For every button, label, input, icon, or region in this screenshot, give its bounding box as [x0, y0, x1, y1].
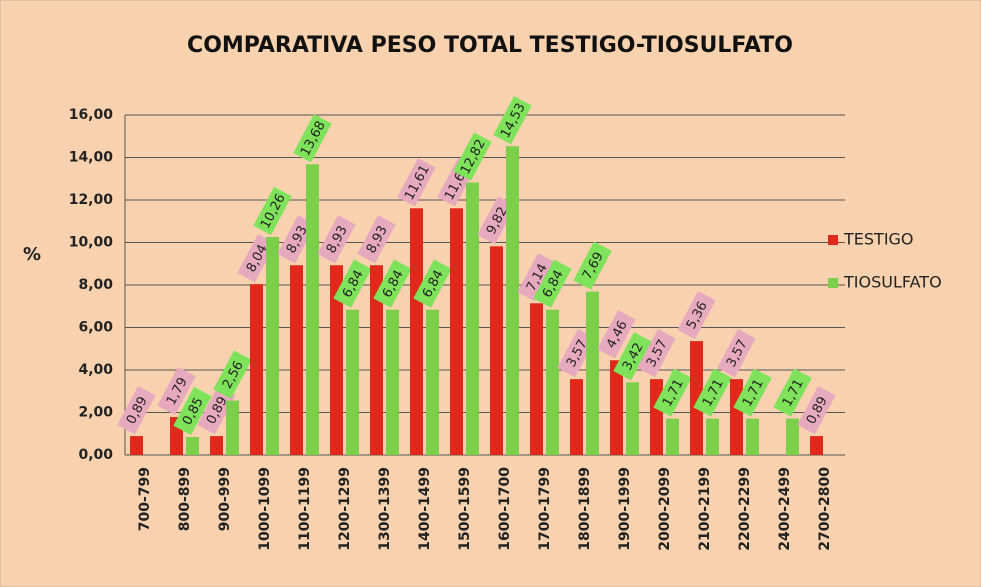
bar	[266, 236, 279, 455]
x-tick-label: 2200-2299	[737, 467, 753, 551]
data-label-bg	[357, 215, 396, 264]
bar	[810, 436, 823, 455]
data-label-bg	[317, 215, 356, 264]
data-label-bg	[397, 158, 436, 207]
data-label-bg	[517, 253, 556, 302]
x-tick-label: 800-899	[177, 467, 193, 531]
bar	[706, 418, 719, 455]
x-tick-label: 1700-1799	[537, 467, 553, 551]
bar	[730, 379, 743, 455]
y-axis-label: %	[23, 244, 41, 265]
bar	[386, 309, 399, 455]
data-label-group: 1,71	[773, 368, 812, 417]
bar	[186, 436, 199, 455]
bar	[570, 379, 583, 455]
data-label-bg	[797, 385, 836, 435]
x-tick-label: 2000-2099	[657, 467, 673, 551]
data-label-bg	[157, 366, 196, 416]
x-tick-label: 1000-1099	[257, 467, 273, 551]
x-tick-label: 1400-1499	[417, 467, 433, 551]
y-tick-label: 8,00	[78, 277, 113, 293]
data-label-bg	[333, 259, 372, 308]
x-tick-label: 700-799	[137, 467, 153, 531]
bar	[690, 341, 703, 455]
data-label-bg	[533, 259, 572, 308]
x-tick-label: 2100-2199	[697, 467, 713, 551]
x-tick-label: 1200-1299	[337, 467, 353, 551]
y-tick-label: 4,00	[78, 362, 113, 378]
bar	[130, 436, 143, 455]
bar	[586, 291, 599, 455]
bar	[306, 164, 319, 456]
data-label-bg	[293, 114, 332, 163]
bar	[746, 418, 759, 455]
data-label-bg	[597, 310, 636, 359]
x-tick-label: 1500-1599	[457, 467, 473, 551]
legend-label: TIOSULFATO	[843, 273, 942, 292]
chart-title: COMPARATIVA PESO TOTAL TESTIGO-TIOSULFAT…	[187, 33, 793, 58]
legend-swatch	[828, 278, 838, 288]
data-label-bg	[653, 368, 692, 417]
bar	[426, 309, 439, 455]
x-tick-label: 2700-2800	[817, 467, 833, 551]
y-tick-label: 10,00	[69, 235, 114, 251]
x-tick-label: 900-999	[217, 467, 233, 531]
data-label-bg	[453, 132, 492, 181]
bar	[410, 208, 423, 455]
bar	[370, 265, 383, 455]
x-tick-label: 1600-1700	[497, 467, 513, 551]
bar	[346, 309, 359, 455]
data-label-bg	[197, 385, 236, 435]
y-tick-label: 14,00	[69, 150, 114, 166]
legend-swatch	[828, 235, 838, 245]
y-tick-label: 16,00	[69, 107, 114, 123]
data-label-group: 1,79	[157, 366, 196, 416]
data-label-bg	[717, 329, 756, 378]
y-tick-label: 0,00	[78, 447, 113, 463]
data-label-bg	[733, 368, 772, 417]
x-tick-label: 2400-2499	[777, 467, 793, 551]
data-label-bg	[613, 332, 652, 381]
bar	[786, 418, 799, 455]
bar	[490, 246, 503, 455]
data-label-bg	[493, 96, 532, 145]
bar	[250, 284, 263, 455]
bar	[650, 379, 663, 455]
bar	[226, 400, 239, 455]
data-label-bg	[213, 350, 252, 399]
bar	[610, 360, 623, 455]
bar	[210, 436, 223, 455]
bar	[290, 265, 303, 455]
data-label-bg	[637, 329, 676, 378]
bar	[466, 182, 479, 455]
x-tick-label: 1100-1199	[297, 467, 313, 551]
legend-label: TESTIGO	[843, 230, 914, 249]
data-label-bg	[773, 368, 812, 417]
x-tick-label: 1900-1999	[617, 467, 633, 551]
data-label-bg	[117, 385, 156, 435]
data-label-bg	[693, 368, 732, 417]
y-tick-label: 2,00	[78, 405, 113, 421]
bar	[330, 265, 343, 455]
y-tick-label: 6,00	[78, 320, 113, 336]
bar	[530, 303, 543, 455]
data-label-bg	[173, 386, 212, 436]
x-tick-label: 1300-1399	[377, 467, 393, 551]
data-label-bg	[573, 241, 612, 290]
bar	[506, 146, 519, 456]
data-label-bg	[253, 186, 292, 236]
bar	[666, 418, 679, 455]
data-label-bg	[373, 259, 412, 308]
bar	[626, 382, 639, 455]
bar	[546, 309, 559, 455]
y-tick-label: 12,00	[69, 192, 114, 208]
x-tick-label: 1800-1899	[577, 467, 593, 551]
data-label-bg	[413, 259, 452, 308]
bar	[450, 208, 463, 455]
data-label-bg	[677, 290, 716, 340]
